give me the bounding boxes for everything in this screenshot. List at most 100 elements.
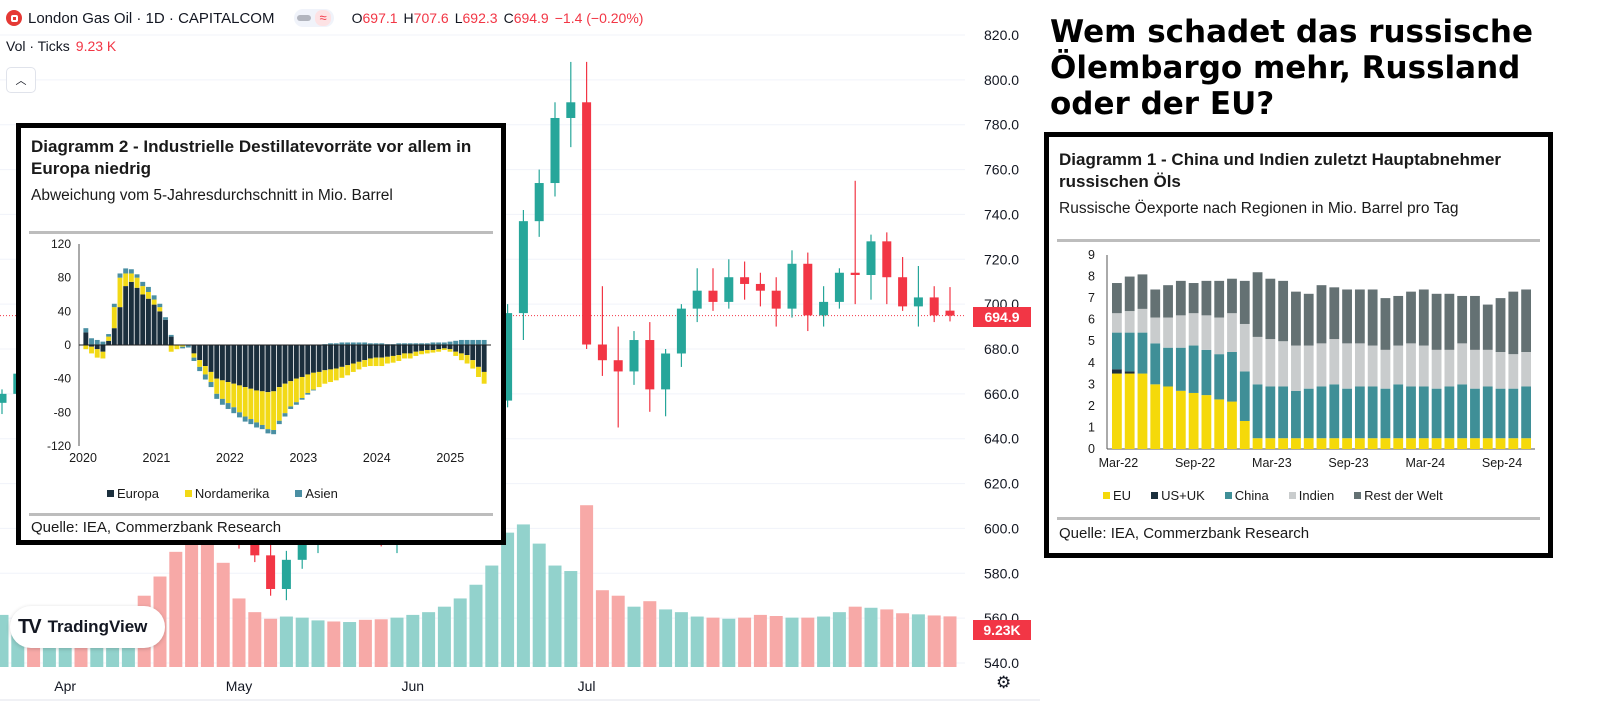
bar-segment xyxy=(276,345,282,388)
volume-bar xyxy=(706,617,720,667)
bar-segment xyxy=(1278,280,1289,342)
bar-segment xyxy=(128,273,134,282)
bar-segment xyxy=(259,424,265,430)
bar-segment xyxy=(1124,276,1135,312)
pill-icon[interactable] xyxy=(297,15,312,21)
bar-segment xyxy=(1508,388,1519,439)
volume-bar xyxy=(674,612,688,667)
volume-bar xyxy=(343,622,357,667)
bar-segment xyxy=(322,370,328,384)
chart-style-toggle[interactable]: ≈ xyxy=(294,9,334,27)
bar-segment xyxy=(1265,339,1276,387)
bar-segment xyxy=(1495,438,1506,449)
volume-bar xyxy=(390,617,404,667)
bar-segment xyxy=(1239,323,1250,372)
tradingview-badge[interactable]: TV TradingView xyxy=(10,606,165,648)
bar-segment xyxy=(117,273,123,278)
bar-segment xyxy=(151,295,157,300)
bar-segment xyxy=(441,348,447,351)
bar-segment xyxy=(476,366,481,377)
volume-bar xyxy=(864,607,878,667)
bar-segment xyxy=(1112,332,1122,370)
bar-segment xyxy=(436,345,442,350)
settings-gear-icon[interactable]: ⚙ xyxy=(996,673,1012,692)
bar-segment xyxy=(89,345,94,347)
candle-body xyxy=(676,308,686,354)
bar-segment xyxy=(83,332,89,345)
bar-segment xyxy=(339,366,345,378)
bar-segment xyxy=(407,345,413,354)
wave-icon[interactable]: ≈ xyxy=(315,10,331,26)
y-tick-label: 800.0 xyxy=(984,72,1019,88)
bar-segment xyxy=(106,340,112,345)
volume-bar xyxy=(406,614,420,667)
bar-segment xyxy=(1175,390,1186,449)
bar-segment xyxy=(413,351,419,356)
bar-segment xyxy=(174,345,180,350)
x-tick-label: 2021 xyxy=(143,451,171,465)
bar-segment xyxy=(1278,438,1289,449)
bar-segment xyxy=(1316,285,1327,344)
y-tick-label: 760.0 xyxy=(984,162,1019,178)
bar-segment xyxy=(1431,388,1442,439)
x-tick-label: 2020 xyxy=(69,451,97,465)
bar-segment xyxy=(356,361,362,370)
bar-segment xyxy=(407,343,413,345)
y-tick-label: 660.0 xyxy=(984,386,1019,402)
candle-body xyxy=(281,559,291,589)
bar-segment xyxy=(390,355,396,363)
bar-segment xyxy=(1214,317,1225,355)
bar-segment xyxy=(276,420,282,425)
bar-segment xyxy=(1457,343,1468,385)
y-tick-label: 680.0 xyxy=(984,341,1019,357)
candle-body xyxy=(708,290,718,302)
bar-segment xyxy=(225,345,231,383)
bar-segment xyxy=(1342,289,1352,344)
bar-segment xyxy=(1521,438,1531,449)
bar-segment xyxy=(396,343,402,345)
bar-segment xyxy=(339,345,345,367)
bar-segment xyxy=(1521,386,1531,439)
bar-segment xyxy=(430,342,436,345)
bar-segment xyxy=(1470,388,1480,439)
bar-segment xyxy=(316,371,322,388)
candle-body xyxy=(866,241,876,275)
bar-segment xyxy=(447,349,453,352)
y-tick-label: 820.0 xyxy=(984,27,1019,43)
bar-segment xyxy=(293,378,299,403)
bar-segment xyxy=(345,342,351,345)
bar-segment xyxy=(254,345,259,391)
candle-body xyxy=(913,297,923,307)
bar-segment xyxy=(106,334,112,337)
bar-segment xyxy=(1470,349,1480,389)
x-tick-label: Apr xyxy=(54,678,76,694)
bar-segment xyxy=(1137,274,1148,309)
bar-segment xyxy=(214,393,220,399)
bar-segment xyxy=(1431,349,1442,389)
volume-bar xyxy=(611,595,625,667)
bar-segment xyxy=(140,281,146,287)
bar-segment xyxy=(1124,311,1135,333)
bar-segment xyxy=(191,353,197,358)
legend-item: Rest der Welt xyxy=(1354,488,1443,503)
bar-segment xyxy=(379,345,385,358)
bar-segment xyxy=(1482,438,1493,449)
tradingview-logo-icon[interactable]: TV xyxy=(18,615,42,638)
legend-swatch xyxy=(1288,492,1296,499)
bar-segment xyxy=(367,358,373,367)
bar-segment xyxy=(373,357,379,367)
volume-bar xyxy=(279,616,293,667)
bar-segment xyxy=(1380,349,1391,389)
y-tick-label: -80 xyxy=(54,405,72,419)
bar-segment xyxy=(1495,352,1506,389)
bar-segment xyxy=(447,345,453,350)
chevron-up-icon[interactable]: ︿ xyxy=(15,75,27,87)
collapse-legend-button[interactable]: ︿ xyxy=(6,67,36,93)
bar-segment xyxy=(339,342,345,345)
bar-segment xyxy=(390,345,396,356)
candle-body xyxy=(929,297,939,316)
bar-segment xyxy=(345,345,351,366)
diagramm-2-source: Quelle: IEA, Commerzbank Research xyxy=(31,519,282,536)
volume-bar xyxy=(753,614,767,667)
symbol-title[interactable]: London Gas Oil · 1D · CAPITALCOM xyxy=(28,9,275,27)
